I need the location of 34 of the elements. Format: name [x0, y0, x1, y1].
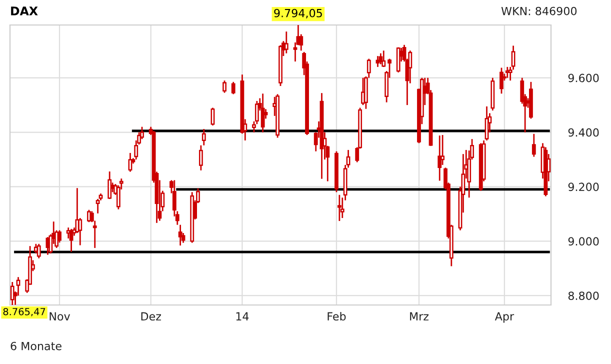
x-tick-label: Apr [494, 312, 514, 323]
text: WKN: 846900 [501, 6, 577, 16]
y-tick-label: 8.800 [568, 292, 599, 300]
y-tick-label: 9.000 [568, 237, 599, 246]
candlestick [108, 170, 112, 200]
candlestick [438, 134, 442, 182]
x-tick-label: Mrz [410, 312, 429, 320]
candlestick [284, 30, 288, 54]
candlestick [500, 67, 504, 94]
x-tick-label: Nov [50, 312, 70, 321]
candlestick [198, 144, 203, 172]
x-tick-label: Feb [328, 312, 346, 321]
candlestick [532, 133, 536, 158]
candlestick [382, 50, 386, 68]
candlestick [222, 80, 226, 94]
y-tick-label: 9.600 [568, 74, 599, 82]
candlestick [260, 92, 265, 133]
candlestick [202, 128, 206, 146]
chart-title: DAX [11, 6, 38, 16]
candlestick [178, 224, 182, 246]
y-tick-label: 9.200 [568, 182, 599, 192]
annotation: 9.794,05 [274, 8, 322, 18]
candlestick [10, 281, 14, 305]
x-tick-label: 14 [236, 312, 249, 320]
text: 6 Monate [10, 342, 62, 350]
candlestick [231, 81, 236, 95]
annotation: 8.765,47 [3, 308, 46, 316]
candlestick [210, 107, 215, 126]
candlestick [378, 52, 383, 65]
candlestick [396, 46, 400, 74]
x-tick-label: Dez [141, 312, 161, 321]
y-tick-label: 9.400 [568, 128, 599, 137]
candlestick [337, 194, 342, 222]
candlestick [36, 243, 41, 259]
